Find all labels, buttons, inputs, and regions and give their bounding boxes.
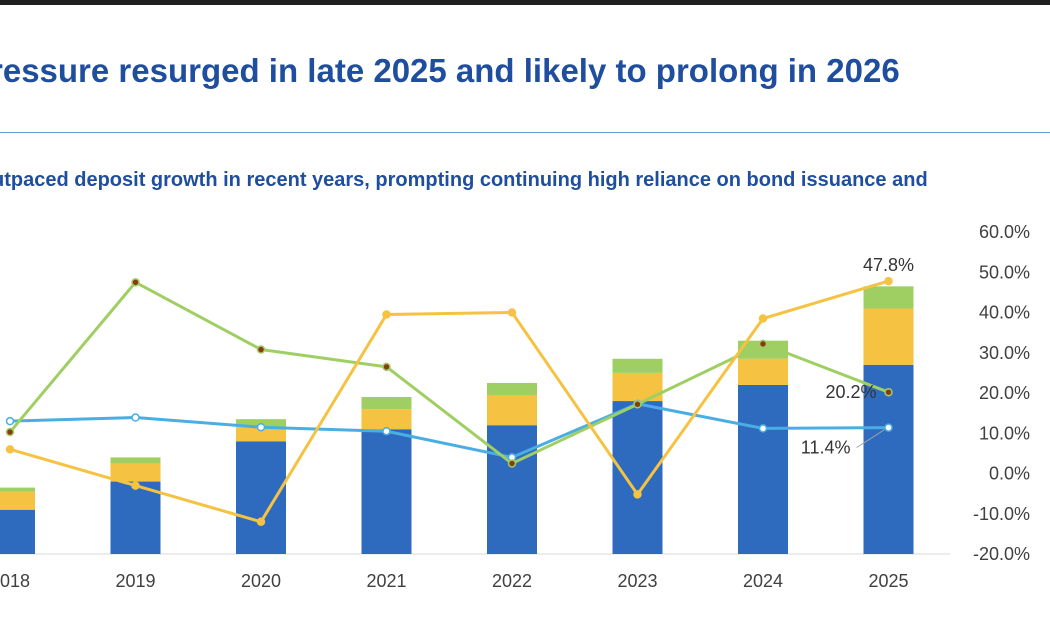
page-title: ressure resurged in late 2025 and likely…: [0, 52, 900, 89]
line-marker: [256, 517, 266, 527]
bar-segment: [612, 358, 663, 373]
y2-tick-label: -10.0%: [973, 504, 1030, 524]
line-marker: [884, 276, 893, 286]
y2-tick-label: 30.0%: [979, 343, 1030, 363]
line-marker: [256, 422, 266, 432]
bar-segment: [236, 441, 286, 554]
bar-segment: [110, 481, 161, 554]
line-marker: [5, 427, 15, 437]
line-marker: [256, 345, 266, 354]
x-tick-label: 2024: [743, 571, 783, 591]
line-marker: [758, 314, 768, 323]
bar-segment: [863, 308, 914, 365]
y2-tick-label: 60.0%: [979, 222, 1030, 242]
series-line: [9, 279, 889, 524]
bar-segment: [738, 340, 788, 359]
x-tick-label: 2021: [366, 571, 406, 591]
data-label: 20.2%: [825, 382, 876, 402]
bar-segment: [0, 487, 35, 492]
line-marker: [507, 308, 517, 317]
bar-segment: [110, 463, 161, 482]
x-tick-label: 2025: [868, 571, 908, 591]
line-marker: [5, 416, 15, 426]
title-divider: [0, 132, 1050, 133]
y2-tick-label: 50.0%: [979, 262, 1030, 282]
line-marker: [507, 459, 517, 468]
x-tick-label: 2022: [492, 571, 532, 591]
y2-tick-label: 20.0%: [979, 383, 1030, 403]
line-marker: [633, 400, 642, 409]
line-marker: [884, 423, 893, 432]
line-marker: [758, 424, 768, 433]
bar-segment: [487, 395, 537, 426]
line-marker: [131, 278, 140, 287]
bar-segment: [361, 409, 412, 430]
line-marker: [131, 413, 140, 422]
bar-segment: [738, 384, 788, 554]
line-marker: [5, 445, 15, 454]
bar-segment: [487, 382, 537, 396]
x-tick-label: 2018: [0, 571, 30, 591]
line-marker: [382, 310, 391, 319]
bar-segment: [361, 429, 412, 554]
line-marker: [131, 481, 140, 490]
line-marker: [884, 387, 893, 397]
data-label: 11.4%: [801, 438, 851, 458]
line-marker: [758, 339, 768, 349]
y2-tick-label: 10.0%: [979, 423, 1030, 443]
bar-segment: [863, 286, 914, 309]
leader-line: [856, 429, 885, 449]
x-tick-label: 2020: [241, 571, 281, 591]
series-line: [8, 280, 890, 465]
bar-segment: [738, 358, 788, 385]
bar-segment: [236, 427, 286, 442]
data-label: 47.8%: [863, 255, 914, 275]
bar-segment: [612, 401, 663, 554]
x-tick-label: 2023: [617, 571, 657, 591]
bar-segment: [361, 397, 412, 410]
y2-tick-label: -20.0%: [973, 544, 1030, 564]
bar-segment: [0, 491, 35, 510]
y2-tick-label: 40.0%: [979, 303, 1030, 323]
top-border: [0, 0, 1050, 5]
bar-segment: [0, 509, 35, 554]
series-line: [9, 402, 889, 459]
bar-segment: [110, 457, 161, 464]
y2-tick-label: 0.0%: [989, 464, 1030, 484]
line-marker: [633, 490, 642, 499]
bar-segment: [487, 425, 537, 554]
line-marker: [382, 426, 391, 436]
chart-subtitle: utpaced deposit growth in recent years, …: [0, 169, 928, 191]
x-tick-label: 2019: [115, 571, 155, 591]
line-marker: [382, 362, 391, 372]
